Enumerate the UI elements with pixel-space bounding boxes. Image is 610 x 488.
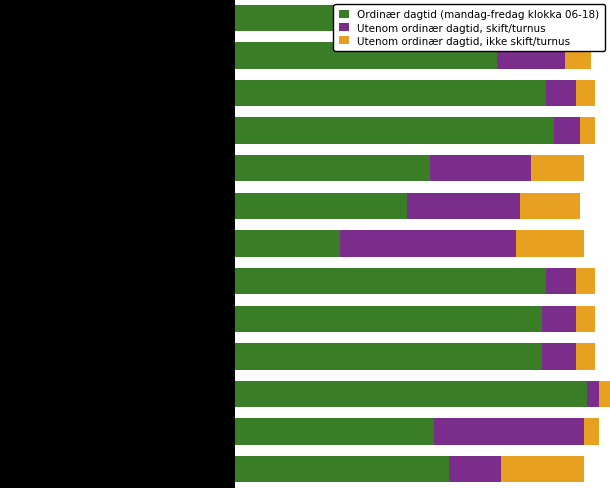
Legend: Ordinær dagtid (mandag-fredag klokka 06-18), Utenom ordinær dagtid, skift/turnus: Ordinær dagtid (mandag-fredag klokka 06-… bbox=[334, 5, 605, 52]
Bar bbox=[498, 43, 565, 69]
Bar bbox=[565, 6, 591, 32]
Bar bbox=[235, 268, 546, 295]
Bar bbox=[576, 306, 595, 332]
Bar bbox=[235, 231, 340, 257]
Bar bbox=[235, 456, 449, 482]
Bar bbox=[235, 193, 407, 220]
Bar bbox=[449, 456, 501, 482]
Bar bbox=[235, 419, 434, 445]
Bar bbox=[235, 381, 587, 407]
Bar bbox=[531, 156, 584, 182]
Bar bbox=[520, 193, 580, 220]
Bar bbox=[516, 231, 584, 257]
Bar bbox=[235, 156, 430, 182]
Bar bbox=[235, 43, 498, 69]
Bar bbox=[542, 344, 576, 370]
Bar bbox=[501, 456, 584, 482]
Bar bbox=[599, 381, 610, 407]
Bar bbox=[546, 268, 576, 295]
Bar bbox=[430, 156, 531, 182]
Bar bbox=[235, 118, 554, 144]
Bar bbox=[434, 419, 584, 445]
Bar bbox=[576, 268, 595, 295]
Bar bbox=[587, 381, 599, 407]
Bar bbox=[493, 6, 565, 32]
Bar bbox=[576, 344, 595, 370]
Bar bbox=[546, 81, 576, 107]
Bar bbox=[340, 231, 516, 257]
Bar bbox=[554, 118, 580, 144]
Bar bbox=[235, 306, 542, 332]
Bar bbox=[235, 344, 542, 370]
Bar bbox=[584, 419, 599, 445]
Bar bbox=[565, 43, 591, 69]
Bar bbox=[576, 81, 595, 107]
Bar bbox=[235, 6, 493, 32]
Bar bbox=[235, 81, 546, 107]
Bar bbox=[580, 118, 595, 144]
Bar bbox=[407, 193, 520, 220]
Bar bbox=[542, 306, 576, 332]
